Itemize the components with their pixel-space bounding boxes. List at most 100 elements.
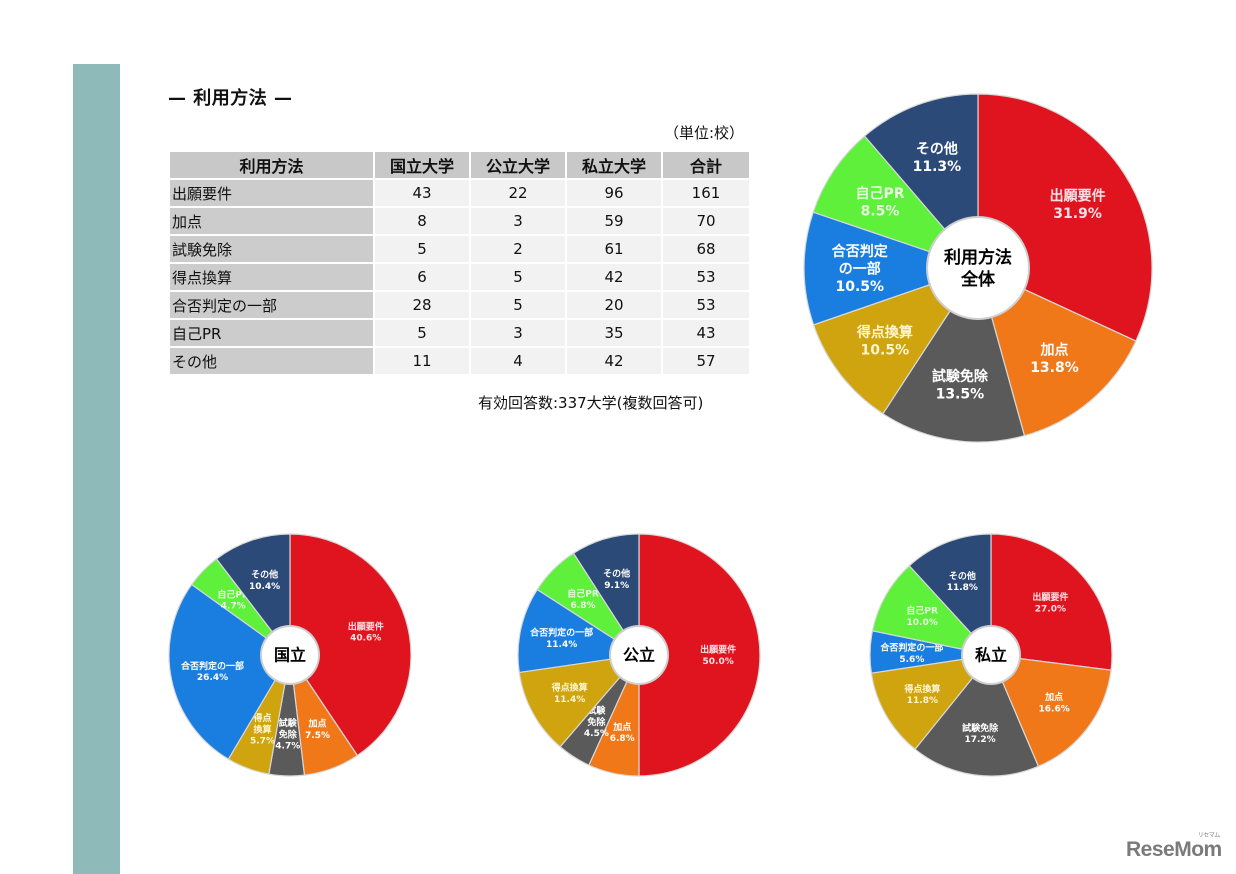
slice-category-label: 合否判定の一部 (181, 660, 244, 672)
table-header-row: 利用方法 国立大学 公立大学 私立大学 合計 (170, 152, 749, 178)
slice-category-label: 自己PR (567, 588, 599, 600)
pie-slice (870, 654, 993, 751)
row-value: 68 (663, 236, 749, 262)
table-row: 試験免除 5 2 61 68 (170, 236, 749, 262)
header-public: 公立大学 (471, 152, 565, 178)
slice-percent-label: 5.6% (899, 655, 924, 665)
row-label: その他 (170, 348, 373, 374)
row-value: 161 (663, 180, 749, 206)
slice-category-label: 加点 (612, 721, 631, 733)
row-value: 61 (567, 236, 661, 262)
pie-center-label: 全体 (960, 269, 996, 290)
row-value: 22 (471, 180, 565, 206)
pie-slice (289, 533, 412, 757)
table-row: 加点 8 3 59 70 (170, 208, 749, 234)
slice-category-label: 免除 (587, 716, 606, 728)
row-value: 3 (471, 208, 565, 234)
slice-category-label: 合否判定 (832, 243, 888, 260)
slice-category-label: 加点 (1044, 691, 1063, 703)
row-value: 28 (375, 292, 469, 318)
pie-center (611, 627, 667, 683)
row-value: 11 (375, 348, 469, 374)
row-value: 5 (375, 236, 469, 262)
row-value: 4 (471, 348, 565, 374)
header-method: 利用方法 (170, 152, 373, 178)
slice-percent-label: 11.4% (554, 695, 585, 705)
row-value: 42 (567, 348, 661, 374)
row-value: 70 (663, 208, 749, 234)
row-label: 加点 (170, 208, 373, 234)
row-value: 8 (375, 208, 469, 234)
slice-percent-label: 6.8% (571, 601, 596, 611)
slice-category-label: その他 (916, 140, 958, 157)
slice-category-label: その他 (603, 568, 630, 580)
slice-percent-label: 27.0% (1035, 604, 1066, 614)
slice-percent-label: 11.8% (907, 696, 938, 706)
pie-center (262, 627, 318, 683)
slice-category-label: 出願要件 (348, 620, 384, 632)
slice-percent-label: 26.4% (197, 673, 228, 683)
row-label: 自己PR (170, 320, 373, 346)
slice-percent-label: 6.8% (610, 734, 635, 744)
slice-percent-label: 17.2% (964, 735, 995, 745)
row-value: 53 (663, 264, 749, 290)
slice-category-label: その他 (949, 570, 976, 582)
table-row: その他 11 4 42 57 (170, 348, 749, 374)
table-row: 出願要件 43 22 96 161 (170, 180, 749, 206)
logo-subtext: リセマム (1197, 833, 1221, 839)
slice-percent-label: 5.7% (250, 737, 275, 747)
pie-chart-private: 出願要件 27.0% 加点 16.6% 試験免除 17.2% 得点換算 11.8% 合否判定の一… (866, 530, 1116, 780)
row-value: 20 (567, 292, 661, 318)
slice-percent-label: 4.7% (221, 602, 246, 612)
slice-percent-label: 40.6% (350, 634, 381, 644)
row-value: 42 (567, 264, 661, 290)
usage-table: 利用方法 国立大学 公立大学 私立大学 合計 出願要件 43 22 96 161 加点 8 3… (168, 150, 751, 376)
row-value: 43 (375, 180, 469, 206)
unit-label: （単位:校） (664, 124, 745, 142)
pie-slice (990, 533, 1113, 671)
slice-percent-label: 4.7% (275, 742, 300, 752)
slice-category-label: 出願要件 (1032, 591, 1068, 603)
pie-slice (572, 533, 640, 658)
slice-category-label: 加点 (1039, 341, 1068, 358)
slice-percent-label: 11.3% (913, 159, 962, 175)
response-note: 有効回答数:337大学(複数回答可) (478, 394, 704, 412)
row-value: 59 (567, 208, 661, 234)
slice-percent-label: 10.4% (249, 582, 280, 592)
slice-category-label: 得点換算 (551, 682, 588, 694)
slice-category-label: 自己PR (856, 185, 905, 202)
sidebar-accent-bar (73, 64, 120, 874)
slice-category-label: 試験免除 (962, 722, 999, 734)
table-row: 合否判定の一部 28 5 20 53 (170, 292, 749, 318)
row-value: 6 (375, 264, 469, 290)
slice-category-label: の一部 (839, 260, 881, 277)
pie-center (928, 218, 1028, 318)
slice-percent-label: 11.4% (546, 640, 577, 650)
row-value: 53 (663, 292, 749, 318)
pie-center-label: 私立 (975, 646, 1007, 665)
row-value: 43 (663, 320, 749, 346)
slice-percent-label: 10.0% (907, 618, 938, 628)
logo-text: ReseMom (1126, 838, 1222, 861)
slice-percent-label: 50.0% (703, 657, 734, 667)
row-value: 96 (567, 180, 661, 206)
pie-center (963, 627, 1019, 683)
slice-percent-label: 10.5% (836, 279, 885, 295)
slice-category-label: 加点 (308, 718, 327, 730)
slice-category-label: 合否判定の一部 (530, 627, 593, 639)
slice-percent-label: 16.6% (1039, 704, 1070, 714)
header-national: 国立大学 (375, 152, 469, 178)
row-value: 57 (663, 348, 749, 374)
row-label: 試験免除 (170, 236, 373, 262)
pie-slice (871, 564, 993, 656)
pie-slice (803, 211, 980, 326)
pie-chart-overall: 出願要件 31.9% 加点 13.8% 試験免除 13.5% 得点換算 10.5% 合否判定 の一… (800, 90, 1156, 446)
pie-slice (215, 533, 291, 657)
pie-slice (638, 533, 761, 777)
pie-slice (168, 583, 291, 760)
slice-category-label: 試験 (279, 717, 298, 729)
slice-percent-label: 7.5% (305, 731, 330, 741)
row-value: 5 (471, 292, 565, 318)
pie-center-label: 利用方法 (944, 247, 1012, 268)
slice-percent-label: 4.5% (584, 729, 609, 739)
